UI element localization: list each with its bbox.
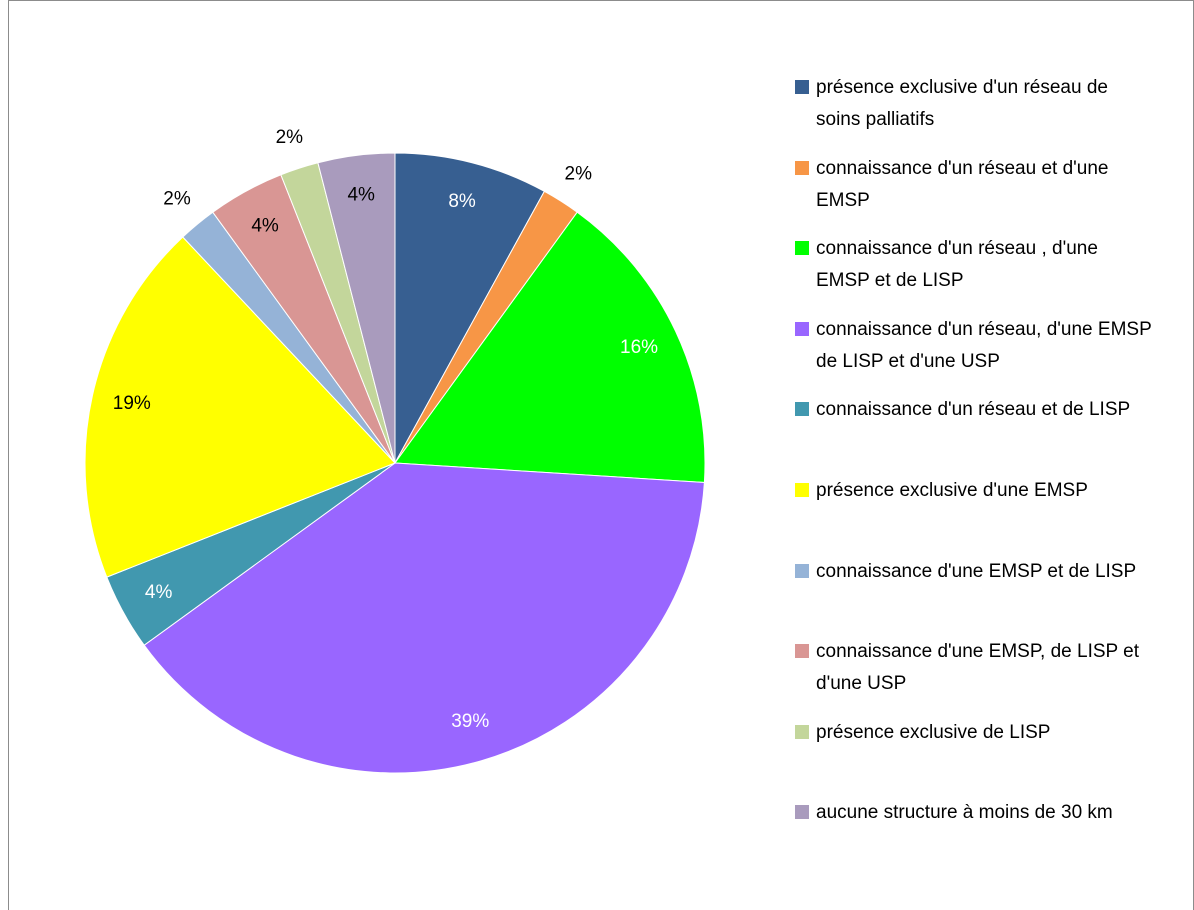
legend-swatch xyxy=(795,724,809,739)
legend-swatch xyxy=(795,483,809,497)
legend-swatch xyxy=(795,160,809,175)
data-label: 2% xyxy=(565,163,593,184)
legend-label: connaissance d'une EMSP et de LISP xyxy=(816,560,1137,582)
legend-swatch xyxy=(795,644,809,659)
legend-label: connaissance d'un réseau et d'une EMSP xyxy=(816,157,1109,211)
legend-item: connaissance d'une EMSP, de LISP et d'un… xyxy=(795,636,1155,700)
data-label: 19% xyxy=(113,393,151,414)
pie-slice xyxy=(394,152,546,464)
legend-item: connaissance d'un réseau et de LISP xyxy=(795,394,1155,426)
legend-item: présence exclusive d'un réseau de soins … xyxy=(795,72,1155,136)
data-label: 4% xyxy=(145,582,173,603)
pie-slice xyxy=(143,462,705,774)
legend-label: présence exclusive d'une EMSP xyxy=(816,480,1088,501)
legend-swatch xyxy=(795,805,809,820)
legend-label: connaissance d'un réseau , d'une EMSP et… xyxy=(816,238,1098,292)
legend-swatch xyxy=(795,321,809,336)
pie-slice xyxy=(84,236,396,578)
pie-slice xyxy=(317,152,396,464)
legend-swatch xyxy=(795,241,809,256)
data-label: 2% xyxy=(163,189,191,210)
legend-item: connaissance d'un réseau et d'une EMSP xyxy=(795,153,1155,217)
legend-item: connaissance d'un réseau, d'une EMSP de … xyxy=(795,314,1155,378)
legend-item: connaissance d'une EMSP et de LISP xyxy=(795,556,1155,588)
legend-item: connaissance d'un réseau , d'une EMSP et… xyxy=(795,233,1155,297)
legend-label: présence exclusive d'un réseau de soins … xyxy=(816,77,1108,130)
legend-label: connaissance d'une EMSP, de LISP et d'un… xyxy=(816,641,1139,695)
data-label: 39% xyxy=(451,711,489,732)
data-label: 8% xyxy=(448,191,476,212)
pie-slice xyxy=(394,211,706,483)
legend-swatch xyxy=(795,402,809,417)
legend-item: présence exclusive d'une EMSP xyxy=(795,475,1155,507)
legend-swatch xyxy=(795,80,809,94)
data-label: 2% xyxy=(276,127,304,148)
data-label: 4% xyxy=(347,184,375,205)
legend-label: connaissance d'un réseau, d'une EMSP de … xyxy=(816,318,1152,372)
legend-swatch xyxy=(795,563,809,578)
legend-item: présence exclusive de LISP xyxy=(795,717,1155,749)
legend-label: connaissance d'un réseau et de LISP xyxy=(816,399,1131,421)
legend-label: présence exclusive de LISP xyxy=(816,721,1051,743)
legend-item: aucune structure à moins de 30 km xyxy=(795,797,1155,829)
data-label: 4% xyxy=(251,216,279,237)
legend-label: aucune structure à moins de 30 km xyxy=(816,802,1113,824)
data-label: 16% xyxy=(620,337,658,358)
